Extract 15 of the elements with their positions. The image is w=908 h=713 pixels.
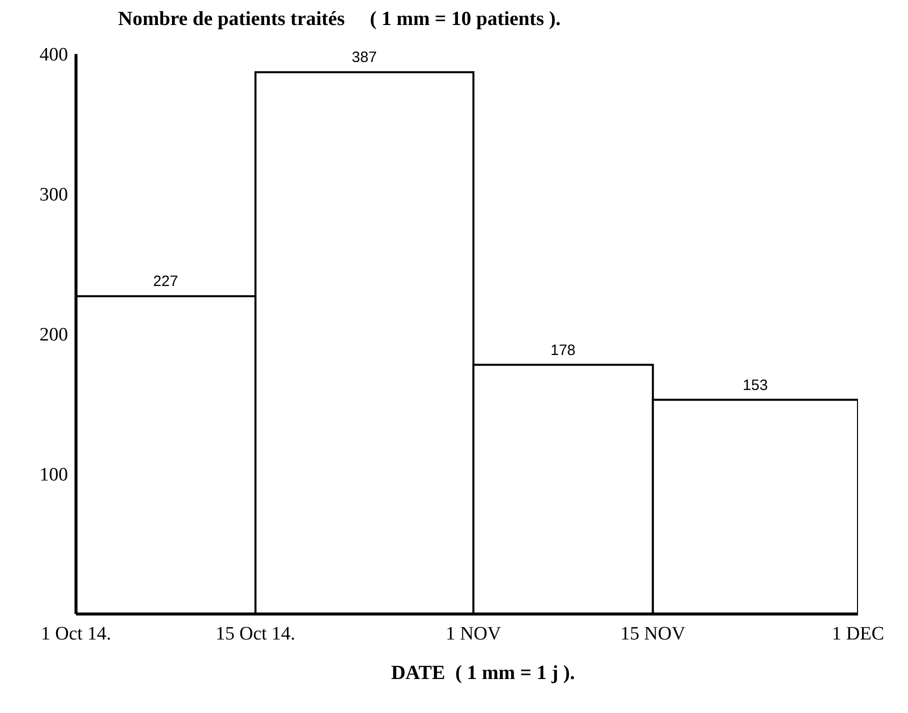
data-label: 178: [550, 342, 576, 359]
chart-title: Nombre de patients traités ( 1 mm = 10 patients ).: [117, 8, 562, 32]
x-tick-label: 15 NOV: [620, 623, 686, 644]
x-tick-label: 1 Oct 14.: [40, 623, 112, 644]
x-tick-label: 15 Oct 14.: [216, 623, 296, 644]
data-label: 227: [153, 273, 178, 290]
y-tick-label: 100: [40, 464, 68, 486]
x-tick-label: 1 DEC: [832, 623, 884, 644]
x-axis-title: DATE ( 1 mm = 1 j ).: [390, 662, 576, 685]
data-label: 387: [352, 49, 377, 66]
y-tick-label: 300: [40, 184, 68, 206]
y-tick-label: 200: [40, 324, 68, 346]
y-tick-label: 400: [40, 44, 68, 66]
x-tick-label: 1 NOV: [446, 623, 502, 644]
data-label: 153: [742, 376, 768, 394]
